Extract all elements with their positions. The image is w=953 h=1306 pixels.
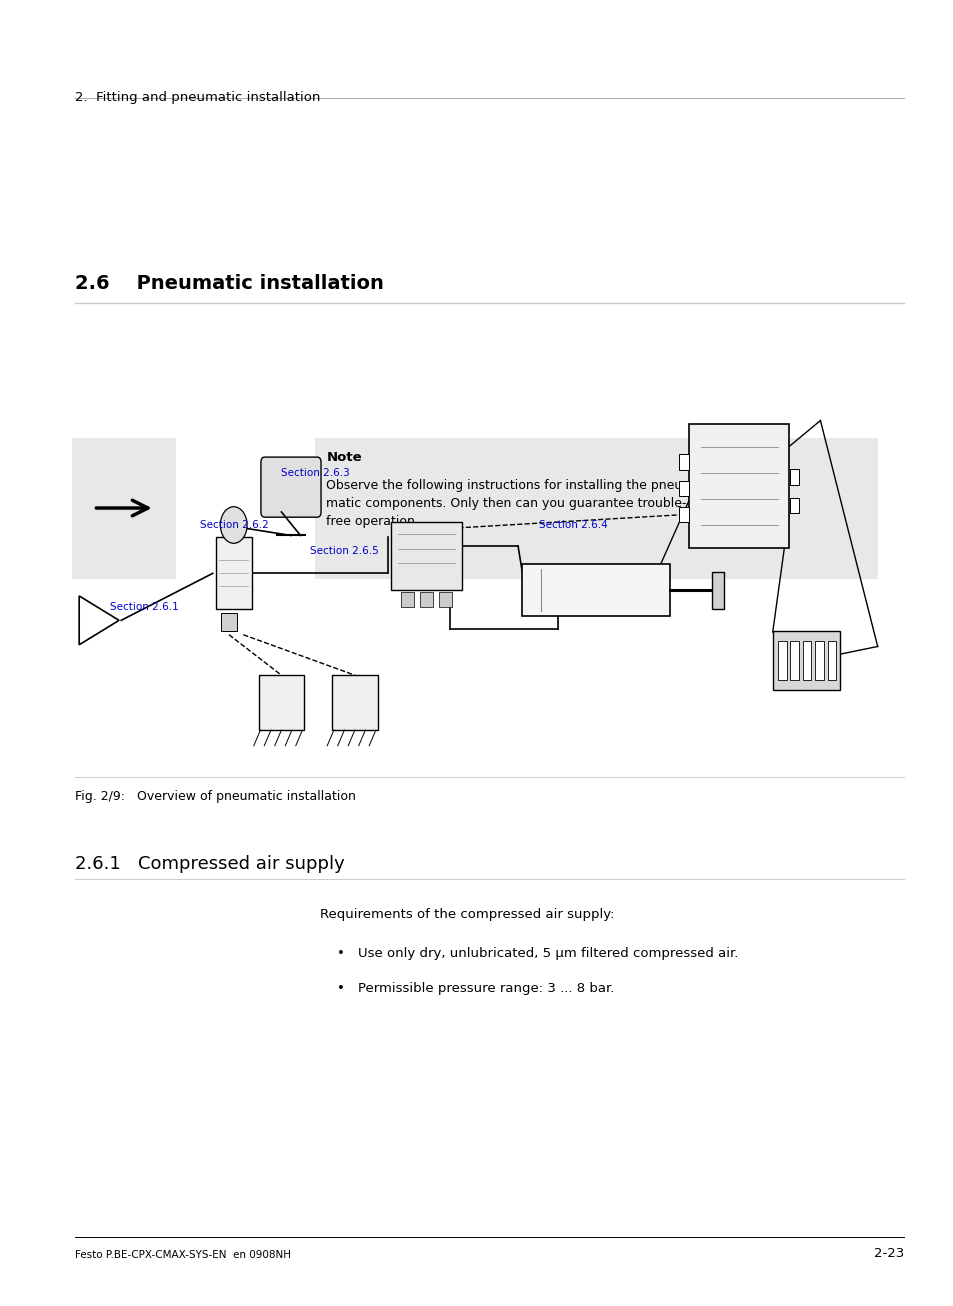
FancyBboxPatch shape: [71, 438, 176, 579]
FancyBboxPatch shape: [215, 537, 252, 609]
Text: 2.6.1   Compressed air supply: 2.6.1 Compressed air supply: [75, 855, 344, 874]
FancyBboxPatch shape: [826, 641, 835, 680]
FancyBboxPatch shape: [258, 675, 304, 730]
FancyBboxPatch shape: [789, 641, 798, 680]
Text: 2.  Fitting and pneumatic installation: 2. Fitting and pneumatic installation: [75, 91, 320, 104]
Text: Use only dry, unlubricated, 5 μm filtered compressed air.: Use only dry, unlubricated, 5 μm filtere…: [357, 947, 738, 960]
FancyBboxPatch shape: [260, 457, 320, 517]
Text: Note: Note: [326, 451, 361, 464]
Text: Section 2.6.5: Section 2.6.5: [310, 546, 378, 556]
FancyBboxPatch shape: [688, 423, 789, 549]
Text: Section 2.6.3: Section 2.6.3: [281, 468, 350, 478]
Polygon shape: [79, 596, 119, 645]
Text: Section 2.6.2: Section 2.6.2: [200, 520, 269, 530]
FancyBboxPatch shape: [711, 572, 722, 609]
FancyBboxPatch shape: [789, 498, 799, 513]
FancyBboxPatch shape: [314, 438, 877, 579]
Text: 2-23: 2-23: [873, 1247, 903, 1260]
FancyBboxPatch shape: [789, 469, 799, 485]
Circle shape: [220, 507, 247, 543]
FancyBboxPatch shape: [802, 641, 810, 680]
FancyBboxPatch shape: [332, 675, 377, 730]
Text: Observe the following instructions for installing the pneu-
matic components. On: Observe the following instructions for i…: [326, 479, 686, 529]
FancyBboxPatch shape: [778, 641, 785, 680]
FancyBboxPatch shape: [391, 522, 461, 590]
Text: 2.6    Pneumatic installation: 2.6 Pneumatic installation: [75, 274, 383, 294]
Text: Section 2.6.1: Section 2.6.1: [110, 602, 178, 613]
FancyBboxPatch shape: [814, 641, 823, 680]
Text: Festo P.BE-CPX-CMAX-SYS-EN  en 0908NH: Festo P.BE-CPX-CMAX-SYS-EN en 0908NH: [75, 1250, 291, 1260]
FancyBboxPatch shape: [419, 593, 433, 606]
FancyBboxPatch shape: [679, 454, 688, 470]
Text: Requirements of the compressed air supply:: Requirements of the compressed air suppl…: [319, 908, 614, 921]
FancyBboxPatch shape: [221, 613, 236, 631]
FancyBboxPatch shape: [438, 593, 452, 606]
FancyBboxPatch shape: [400, 593, 414, 606]
Text: Permissible pressure range: 3 ... 8 bar.: Permissible pressure range: 3 ... 8 bar.: [357, 982, 614, 995]
Text: Fig. 2/9:   Overview of pneumatic installation: Fig. 2/9: Overview of pneumatic installa…: [75, 790, 355, 803]
FancyBboxPatch shape: [772, 632, 839, 690]
FancyBboxPatch shape: [679, 507, 688, 522]
FancyBboxPatch shape: [679, 481, 688, 496]
Text: •: •: [336, 947, 344, 960]
Text: •: •: [336, 982, 344, 995]
Text: Section 2.6.4: Section 2.6.4: [538, 520, 607, 530]
FancyBboxPatch shape: [522, 564, 669, 616]
